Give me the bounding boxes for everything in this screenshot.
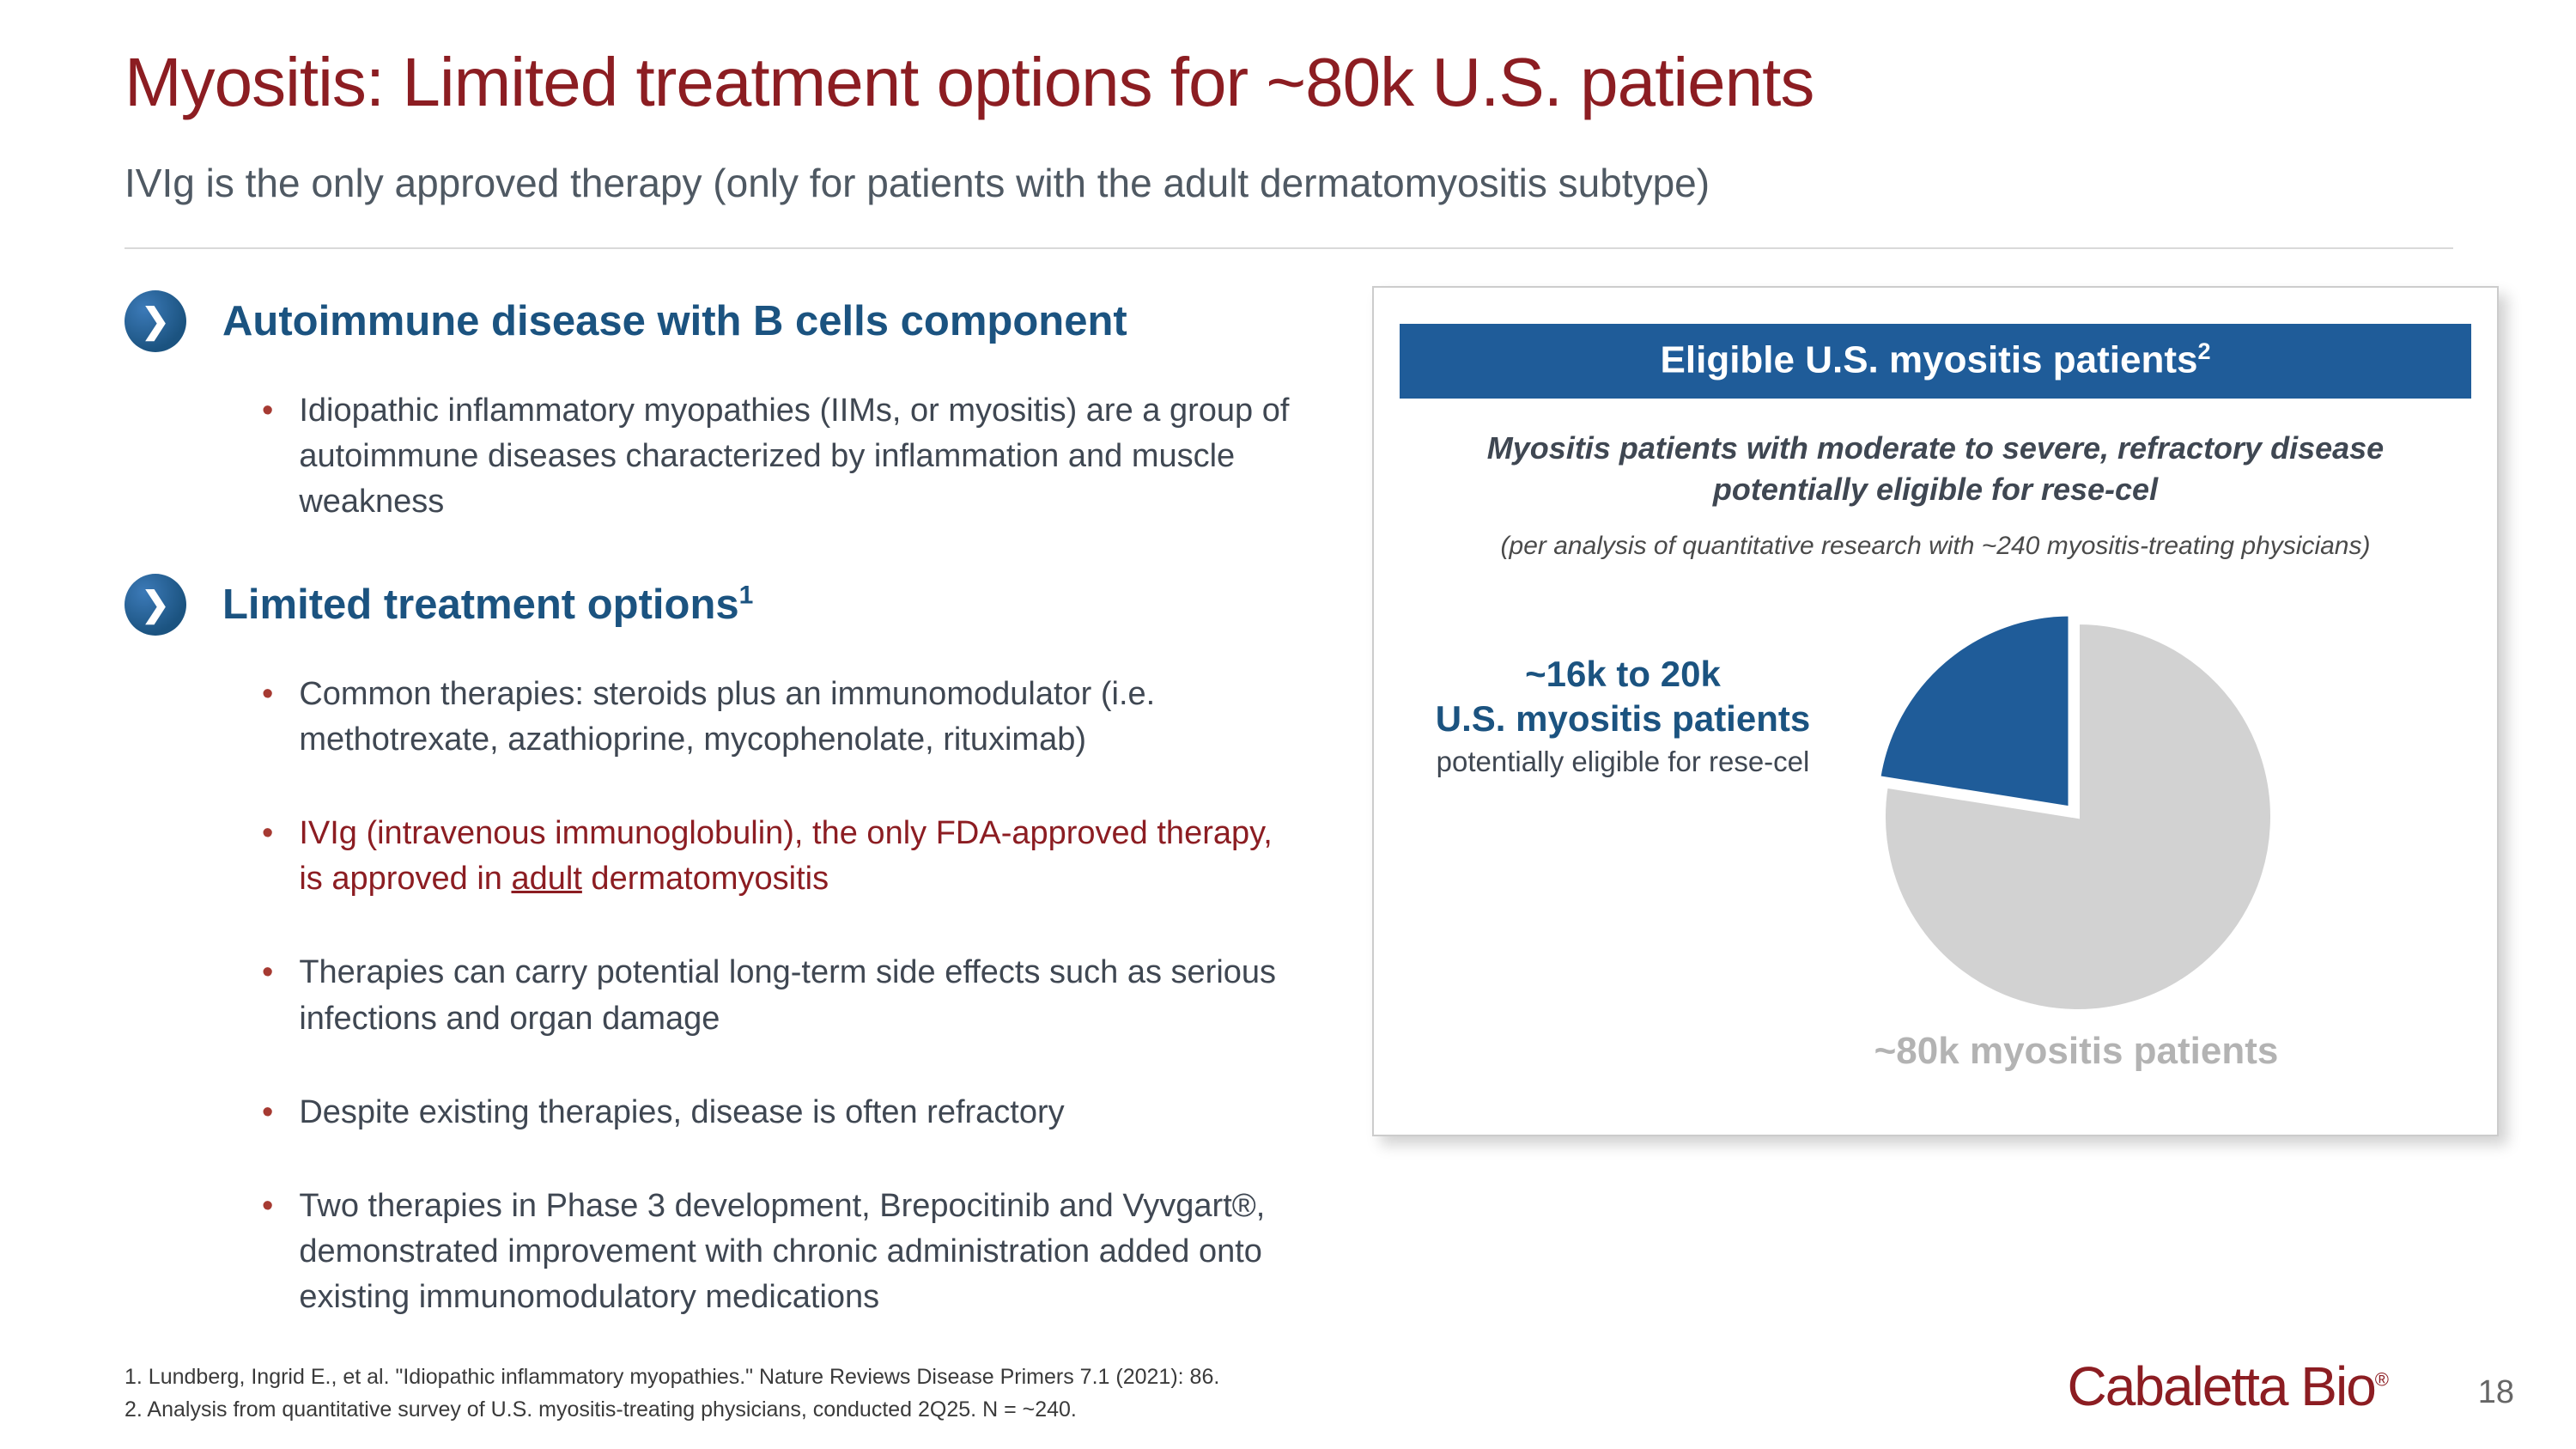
eligible-label-line3: potentially eligible for rese-cel: [1436, 745, 1810, 777]
bullet-marker: •: [262, 393, 274, 429]
page-subtitle: IVIg is the only approved therapy (only …: [125, 161, 1710, 205]
bullet-text: Despite existing therapies, disease is o…: [299, 1093, 1065, 1130]
left-content: ❯ Autoimmune disease with B cells compon…: [125, 290, 1344, 1368]
section-autoimmune: ❯ Autoimmune disease with B cells compon…: [125, 290, 1344, 352]
header-divider: [125, 247, 2453, 249]
bullet-text-post: dermatomyositis: [581, 861, 829, 898]
logo-text: Cabaletta Bio: [2067, 1355, 2377, 1417]
footnote-1: 1. Lundberg, Ingrid E., et al. "Idiopath…: [125, 1364, 1220, 1389]
bullet-marker: •: [262, 675, 274, 712]
section-limited-options-heading: Limited treatment options1: [222, 581, 753, 629]
bullet-marker: •: [262, 814, 274, 851]
bullet-text-pre: IVIg (intravenous immunoglobulin), the o…: [299, 814, 1273, 898]
bullet-item: • Therapies can carry potential long-ter…: [262, 950, 1301, 1041]
bullet-item-ivig: • IVIg (intravenous immunoglobulin), the…: [262, 811, 1301, 902]
page-number: 18: [2477, 1374, 2514, 1410]
pie-slice-remaining: [1882, 620, 2274, 1013]
page-title: Myositis: Limited treatment options for …: [125, 44, 1814, 120]
section-autoimmune-bullets: • Idiopathic inflammatory myopathies (II…: [262, 388, 1301, 526]
bullet-text: IVIg (intravenous immunoglobulin), the o…: [299, 811, 1301, 902]
bullet-marker: •: [262, 1093, 274, 1130]
bullet-text-underlined: adult: [511, 861, 582, 898]
eligible-slice-label: ~16k to 20k U.S. myositis patients poten…: [1400, 599, 1846, 1073]
footnote-2: 2. Analysis from quantitative survey of …: [125, 1397, 1077, 1422]
section-autoimmune-heading: Autoimmune disease with B cells componen…: [222, 298, 1127, 344]
bullet-item: • Despite existing therapies, disease is…: [262, 1090, 1301, 1135]
pie-section: ~16k to 20k U.S. myositis patients poten…: [1374, 599, 2497, 1073]
pie-slice-eligible: [1875, 612, 2073, 811]
card-header-footnote-ref: 2: [2197, 338, 2211, 364]
pie-chart: [1875, 612, 2274, 1013]
heading-footnote-ref: 1: [738, 581, 754, 610]
bullet-marker: •: [262, 1187, 274, 1224]
bullet-text: Therapies can carry potential long-term …: [299, 954, 1277, 1037]
registered-mark: ®: [2374, 1368, 2389, 1391]
eligible-label-line2: U.S. myositis patients: [1435, 698, 1811, 740]
pie-chart-wrap: ~80k myositis patients: [1862, 599, 2291, 1073]
card-note: (per analysis of quantitative research w…: [1500, 531, 2371, 560]
card-subtitle: Myositis patients with moderate to sever…: [1486, 429, 2385, 508]
cabaletta-bio-logo: Cabaletta Bio®: [2067, 1355, 2390, 1418]
bullet-text: Common therapies: steroids plus an immun…: [299, 675, 1156, 758]
bullet-item: • Two therapies in Phase 3 development, …: [262, 1184, 1301, 1321]
card-header-text: Eligible U.S. myositis patients: [1660, 338, 2198, 381]
footnotes: 1. Lundberg, Ingrid E., et al. "Idiopath…: [125, 1361, 1219, 1428]
bullet-text: Two therapies in Phase 3 development, Br…: [299, 1187, 1266, 1316]
bullet-text: Idiopathic inflammatory myopathies (IIMs…: [299, 393, 1290, 521]
bullet-item: • Idiopathic inflammatory myopathies (II…: [262, 388, 1301, 526]
heading-text: Limited treatment options: [222, 581, 739, 628]
bullet-marker: •: [262, 954, 274, 991]
eligible-label-line1: ~16k to 20k: [1525, 653, 1721, 694]
chevron-right-icon: ❯: [125, 573, 186, 636]
section-limited-options-bullets: • Common therapies: steroids plus an imm…: [262, 672, 1301, 1321]
bullet-item: • Common therapies: steroids plus an imm…: [262, 672, 1301, 763]
card-header: Eligible U.S. myositis patients2: [1400, 324, 2471, 399]
total-patients-label: ~80k myositis patients: [1874, 1029, 2279, 1072]
section-limited-options: ❯ Limited treatment options1: [125, 573, 1344, 636]
eligible-patients-card: Eligible U.S. myositis patients2 Myositi…: [1372, 286, 2499, 1136]
chevron-right-icon: ❯: [125, 290, 186, 352]
